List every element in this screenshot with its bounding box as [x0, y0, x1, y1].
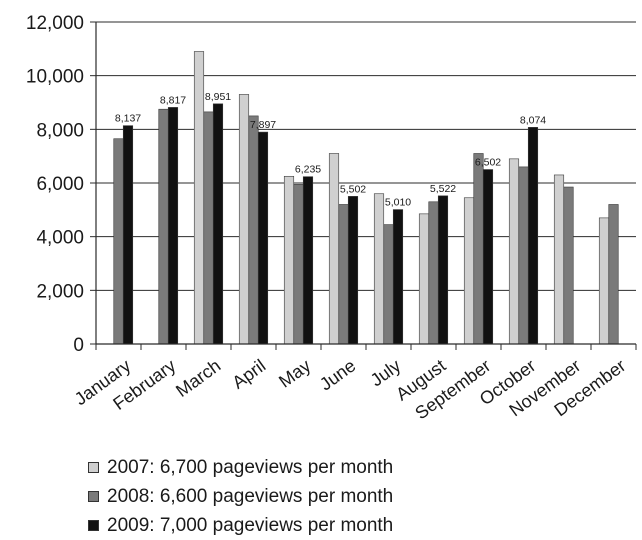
- bar-august-series-2: [437, 195, 449, 345]
- axes: [95, 22, 637, 350]
- x-label-april: April: [228, 355, 269, 392]
- y-axis-labels: 0 2,000 4,000 6,000 8,000 10,000 12,000: [26, 13, 96, 356]
- y-tick-label: 6,000: [36, 174, 84, 195]
- bar-february-series-2: [167, 107, 179, 345]
- legend-label-2007: 2007: 6,700 pageviews per month: [107, 456, 394, 478]
- bar-september-series-1: [473, 153, 484, 345]
- bar-november-series-0: [553, 174, 565, 345]
- data-label-august: 5,522: [430, 183, 456, 195]
- bar-may-series-1: [293, 184, 304, 345]
- legend: 2007: 6,700 pageviews per month 2008: 6,…: [88, 453, 393, 540]
- y-tick-label: 2,000: [36, 281, 84, 302]
- data-label-june: 5,502: [340, 183, 366, 195]
- bar-september-series-0: [463, 197, 475, 345]
- bar-march-series-0: [193, 51, 205, 345]
- legend-label-2009: 2009: 7,000 pageviews per month: [107, 514, 394, 536]
- bar-april-series-1: [248, 115, 259, 345]
- legend-swatch-2009: [88, 520, 99, 531]
- bar-july-series-2: [392, 209, 404, 345]
- bar-august-series-1: [428, 201, 439, 345]
- bar-january-series-2: [122, 125, 134, 345]
- bar-november-series-1: [563, 186, 574, 345]
- data-label-september: 6,502: [475, 157, 501, 169]
- bar-june-series-0: [328, 153, 340, 345]
- bar-october-series-0: [508, 158, 520, 345]
- data-label-may: 6,235: [295, 164, 321, 176]
- x-label-may: May: [275, 355, 314, 391]
- bar-july-series-0: [373, 193, 385, 345]
- bar-may-series-0: [283, 175, 295, 345]
- data-label-march: 8,951: [205, 91, 231, 103]
- legend-item-2008: 2008: 6,600 pageviews per month: [88, 482, 393, 511]
- y-tick-label: 10,000: [26, 67, 84, 88]
- bar-september-series-2: [482, 169, 494, 345]
- bar-august-series-0: [418, 213, 430, 345]
- bar-march-series-2: [212, 103, 224, 345]
- data-label-july: 5,010: [385, 197, 411, 209]
- gridlines: [96, 21, 636, 291]
- legend-item-2009: 2009: 7,000 pageviews per month: [88, 511, 393, 540]
- x-label-june: June: [316, 355, 359, 394]
- legend-label-2008: 2008: 6,600 pageviews per month: [107, 485, 394, 507]
- x-label-march: March: [172, 355, 224, 401]
- bar-april-series-0: [238, 94, 250, 345]
- y-tick-label: 12,000: [26, 13, 84, 34]
- legend-swatch-2007: [88, 462, 99, 473]
- data-label-october: 8,074: [520, 114, 546, 126]
- bars: [113, 51, 619, 345]
- y-tick-label: 0: [73, 335, 84, 356]
- bar-january-series-1: [113, 138, 124, 345]
- bar-june-series-1: [338, 204, 349, 345]
- bar-may-series-2: [302, 176, 314, 345]
- legend-item-2007: 2007: 6,700 pageviews per month: [88, 453, 393, 482]
- bar-april-series-2: [257, 131, 269, 345]
- y-tick-label: 4,000: [36, 228, 84, 249]
- bar-february-series-1: [158, 108, 169, 345]
- bar-march-series-1: [203, 111, 214, 345]
- data-label-january: 8,137: [115, 113, 141, 125]
- legend-swatch-2008: [88, 491, 99, 502]
- bar-december-series-0: [598, 217, 610, 345]
- y-tick-label: 8,000: [36, 120, 84, 141]
- bar-october-series-1: [518, 166, 529, 345]
- data-label-february: 8,817: [160, 94, 186, 106]
- bar-july-series-1: [383, 224, 394, 345]
- data-labels: 8,137 8,817 8,951 7,897 6,235 5,502 5,010 5,522…: [115, 91, 546, 209]
- data-label-april: 7,897: [250, 119, 276, 131]
- bar-december-series-1: [608, 204, 619, 345]
- bar-june-series-2: [347, 196, 359, 345]
- bar-october-series-2: [527, 127, 539, 345]
